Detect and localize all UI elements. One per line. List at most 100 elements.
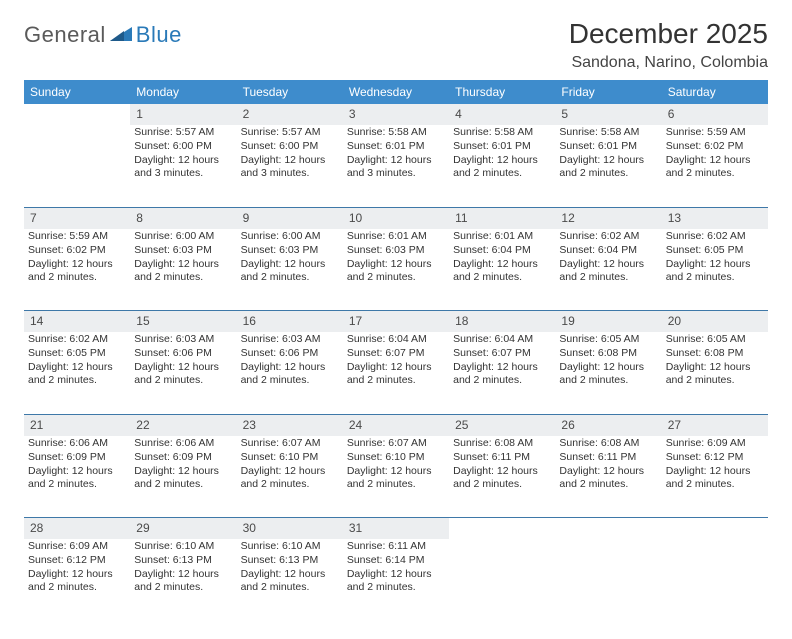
day-body-cell: Sunrise: 6:04 AMSunset: 6:07 PMDaylight:…	[449, 332, 555, 414]
day-number-cell: 29	[130, 518, 236, 540]
daylight-line: Daylight: 12 hours and 2 minutes.	[134, 568, 232, 594]
day-body-cell: Sunrise: 5:58 AMSunset: 6:01 PMDaylight:…	[555, 125, 661, 207]
day-number-cell	[24, 104, 130, 125]
sunset-line: Sunset: 6:04 PM	[453, 244, 551, 257]
sunset-line: Sunset: 6:12 PM	[666, 451, 764, 464]
day-body-row: Sunrise: 6:06 AMSunset: 6:09 PM Daylight:…	[24, 436, 768, 518]
day-number-cell: 9	[237, 207, 343, 229]
sunset-line: Sunset: 6:05 PM	[666, 244, 764, 257]
day-body-cell: Sunrise: 6:08 AMSunset: 6:11 PMDaylight:…	[555, 436, 661, 518]
day-number-cell: 16	[237, 311, 343, 333]
day-body-cell: Sunrise: 5:57 AMSunset: 6:00 PMDaylight:…	[237, 125, 343, 207]
day-number-cell: 12	[555, 207, 661, 229]
day-number-cell: 22	[130, 414, 236, 436]
day-body-cell: Sunrise: 6:01 AMSunset: 6:04 PMDaylight:…	[449, 229, 555, 311]
day-body-cell: Sunrise: 6:11 AMSunset: 6:14 PMDaylight:…	[343, 539, 449, 621]
day-number-cell	[555, 518, 661, 540]
sunrise-line: Sunrise: 5:58 AM	[559, 126, 657, 139]
sunset-line: Sunset: 6:02 PM	[28, 244, 126, 257]
weekday-header: Monday	[130, 80, 236, 104]
sunrise-line: Sunrise: 6:09 AM	[28, 540, 126, 553]
sunset-line: Sunset: 6:03 PM	[241, 244, 339, 257]
day-body-cell: Sunrise: 6:07 AMSunset: 6:10 PMDaylight:…	[343, 436, 449, 518]
sunrise-line: Sunrise: 5:59 AM	[28, 230, 126, 243]
day-body-cell: Sunrise: 6:03 AMSunset: 6:06 PMDaylight:…	[237, 332, 343, 414]
header: General Blue December 2025 Sandona, Nari…	[24, 18, 768, 72]
day-body-cell: Sunrise: 6:09 AMSunset: 6:12 PMDaylight:…	[24, 539, 130, 621]
day-number-cell: 25	[449, 414, 555, 436]
logo-text-general: General	[24, 22, 106, 48]
day-number-cell: 14	[24, 311, 130, 333]
sunset-line: Sunset: 6:04 PM	[559, 244, 657, 257]
location-subtitle: Sandona, Narino, Colombia	[569, 54, 768, 72]
day-body-cell: Sunrise: 6:02 AMSunset: 6:05 PMDaylight:…	[662, 229, 768, 311]
day-number-cell: 6	[662, 104, 768, 125]
sunrise-line: Sunrise: 6:08 AM	[559, 437, 657, 450]
day-number-cell: 30	[237, 518, 343, 540]
sunset-line: Sunset: 6:11 PM	[453, 451, 551, 464]
day-number-cell: 20	[662, 311, 768, 333]
sunrise-line: Sunrise: 6:00 AM	[241, 230, 339, 243]
sunrise-line: Sunrise: 5:57 AM	[134, 126, 232, 139]
sunrise-line: Sunrise: 6:07 AM	[241, 437, 339, 450]
sunrise-line: Sunrise: 6:09 AM	[666, 437, 764, 450]
weekday-header-row: Sunday Monday Tuesday Wednesday Thursday…	[24, 80, 768, 104]
day-number-cell: 1	[130, 104, 236, 125]
sunrise-line: Sunrise: 6:05 AM	[559, 333, 657, 346]
sunrise-line: Sunrise: 6:05 AM	[666, 333, 764, 346]
month-title: December 2025	[569, 18, 768, 50]
day-number-row: 78910111213	[24, 207, 768, 229]
day-number-cell: 23	[237, 414, 343, 436]
daylight-line: Daylight: 12 hours and 2 minutes.	[559, 154, 657, 180]
day-number-cell: 3	[343, 104, 449, 125]
day-body-cell	[449, 539, 555, 621]
sunset-line: Sunset: 6:10 PM	[241, 451, 339, 464]
daylight-line: Daylight: 12 hours and 3 minutes.	[134, 154, 232, 180]
day-body-cell: Sunrise: 6:10 AMSunset: 6:13 PMDaylight:…	[237, 539, 343, 621]
day-number-cell: 31	[343, 518, 449, 540]
daylight-line: Daylight: 12 hours and 2 minutes.	[241, 568, 339, 594]
day-body-cell: Sunrise: 6:05 AMSunset: 6:08 PMDaylight:…	[662, 332, 768, 414]
day-body-cell: Sunrise: 6:08 AMSunset: 6:11 PMDaylight:…	[449, 436, 555, 518]
daylight-line: Daylight: 12 hours and 2 minutes.	[453, 465, 551, 491]
sunrise-line: Sunrise: 6:11 AM	[347, 540, 445, 553]
weekday-header: Thursday	[449, 80, 555, 104]
daylight-line: Daylight: 12 hours and 3 minutes.	[241, 154, 339, 180]
daylight-line: Daylight: 12 hours and 2 minutes.	[453, 361, 551, 387]
daylight-line: Daylight: 12 hours and 2 minutes.	[453, 154, 551, 180]
day-number-cell: 24	[343, 414, 449, 436]
day-body-cell: Sunrise: 6:02 AMSunset: 6:04 PMDaylight:…	[555, 229, 661, 311]
daylight-line: Daylight: 12 hours and 2 minutes.	[28, 568, 126, 594]
daylight-line: Daylight: 12 hours and 2 minutes.	[347, 258, 445, 284]
sunrise-line: Sunrise: 5:58 AM	[453, 126, 551, 139]
weekday-header: Sunday	[24, 80, 130, 104]
day-body-cell: Sunrise: 5:59 AMSunset: 6:02 PMDaylight:…	[24, 229, 130, 311]
sunset-line: Sunset: 6:08 PM	[559, 347, 657, 360]
day-number-cell	[449, 518, 555, 540]
sunrise-line: Sunrise: 6:01 AM	[453, 230, 551, 243]
sunrise-line: Sunrise: 6:04 AM	[347, 333, 445, 346]
day-number-row: 28293031	[24, 518, 768, 540]
sunset-line: Sunset: 6:14 PM	[347, 554, 445, 567]
day-number-cell: 17	[343, 311, 449, 333]
sunset-line: Sunset: 6:01 PM	[453, 140, 551, 153]
day-body-cell: Sunrise: 5:58 AMSunset: 6:01 PMDaylight:…	[449, 125, 555, 207]
daylight-line: Daylight: 12 hours and 2 minutes.	[666, 258, 764, 284]
sunset-line: Sunset: 6:08 PM	[666, 347, 764, 360]
day-number-cell: 10	[343, 207, 449, 229]
day-body-cell	[24, 125, 130, 207]
day-number-cell: 19	[555, 311, 661, 333]
daylight-line: Daylight: 12 hours and 2 minutes.	[347, 568, 445, 594]
day-number-cell	[662, 518, 768, 540]
daylight-line: Daylight: 12 hours and 2 minutes.	[241, 465, 339, 491]
sunset-line: Sunset: 6:11 PM	[559, 451, 657, 464]
sunset-line: Sunset: 6:09 PM	[134, 451, 232, 464]
sunset-line: Sunset: 6:13 PM	[134, 554, 232, 567]
sunrise-line: Sunrise: 6:06 AM	[134, 437, 232, 450]
logo: General Blue	[24, 18, 182, 48]
day-body-cell	[662, 539, 768, 621]
sunset-line: Sunset: 6:06 PM	[134, 347, 232, 360]
daylight-line: Daylight: 12 hours and 2 minutes.	[559, 465, 657, 491]
day-number-cell: 26	[555, 414, 661, 436]
day-body-cell: Sunrise: 6:06 AMSunset: 6:09 PMDaylight:…	[130, 436, 236, 518]
